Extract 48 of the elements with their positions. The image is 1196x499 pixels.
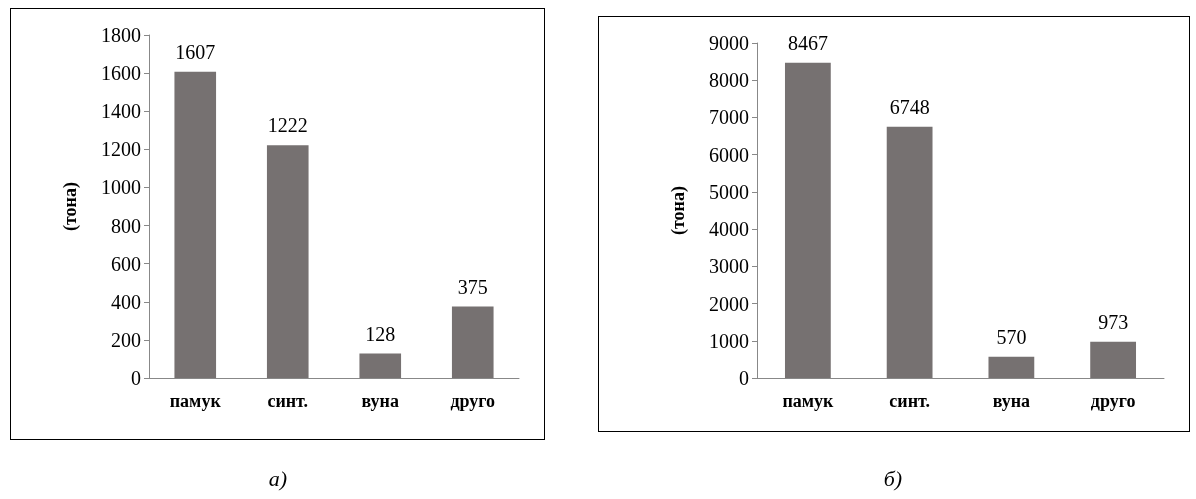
- y-tick-label: 8000: [709, 69, 749, 92]
- y-axis-title: (тона): [60, 182, 81, 231]
- bar: [1090, 341, 1137, 378]
- bar: [174, 71, 217, 378]
- x-tick-label: синт.: [267, 391, 309, 411]
- bar: [359, 353, 402, 378]
- y-tick-label: 400: [111, 290, 141, 313]
- bar: [266, 145, 309, 378]
- y-axis-title: (тона): [668, 186, 689, 235]
- bar: [988, 356, 1035, 378]
- x-tick-label: памук: [169, 391, 222, 411]
- y-tick-label: 1800: [101, 24, 141, 46]
- y-tick-label: 0: [739, 367, 749, 389]
- y-tick-label: 4000: [709, 218, 749, 241]
- x-tick-label: синт.: [889, 391, 930, 411]
- x-tick-label: вуна: [361, 391, 399, 411]
- y-tick-label: 3000: [709, 255, 749, 278]
- y-tick-label: 6000: [709, 143, 749, 166]
- x-tick-label: вуна: [992, 391, 1031, 411]
- data-label: 128: [365, 322, 396, 345]
- y-tick-label: 2000: [709, 292, 749, 315]
- bar: [886, 126, 933, 378]
- data-label: 8467: [787, 31, 828, 54]
- y-tick-label: 200: [111, 328, 141, 351]
- data-label: 1222: [267, 114, 308, 137]
- y-tick-label: 1000: [101, 176, 141, 199]
- x-tick-label: друго: [450, 391, 496, 411]
- bar: [784, 62, 831, 378]
- y-tick-label: 1600: [101, 62, 141, 85]
- data-label: 375: [457, 275, 488, 298]
- x-tick-label: памук: [782, 391, 834, 411]
- y-tick-label: 600: [111, 252, 141, 275]
- data-label: 973: [1098, 310, 1129, 333]
- y-tick-label: 9000: [709, 32, 749, 54]
- text: б): [882, 466, 904, 492]
- y-tick-label: 800: [111, 214, 141, 237]
- x-tick-label: друго: [1090, 391, 1136, 411]
- text: а): [267, 466, 289, 492]
- y-tick-label: 7000: [709, 106, 749, 129]
- y-tick-label: 1200: [101, 138, 141, 161]
- y-tick-label: 1000: [709, 329, 749, 352]
- data-label: 1607: [175, 40, 216, 63]
- data-label: 6748: [889, 95, 930, 118]
- y-tick-label: 1400: [101, 100, 141, 123]
- bar: [451, 306, 494, 378]
- y-tick-label: 0: [131, 367, 141, 389]
- data-label: 570: [996, 325, 1027, 348]
- y-tick-label: 5000: [709, 180, 749, 203]
